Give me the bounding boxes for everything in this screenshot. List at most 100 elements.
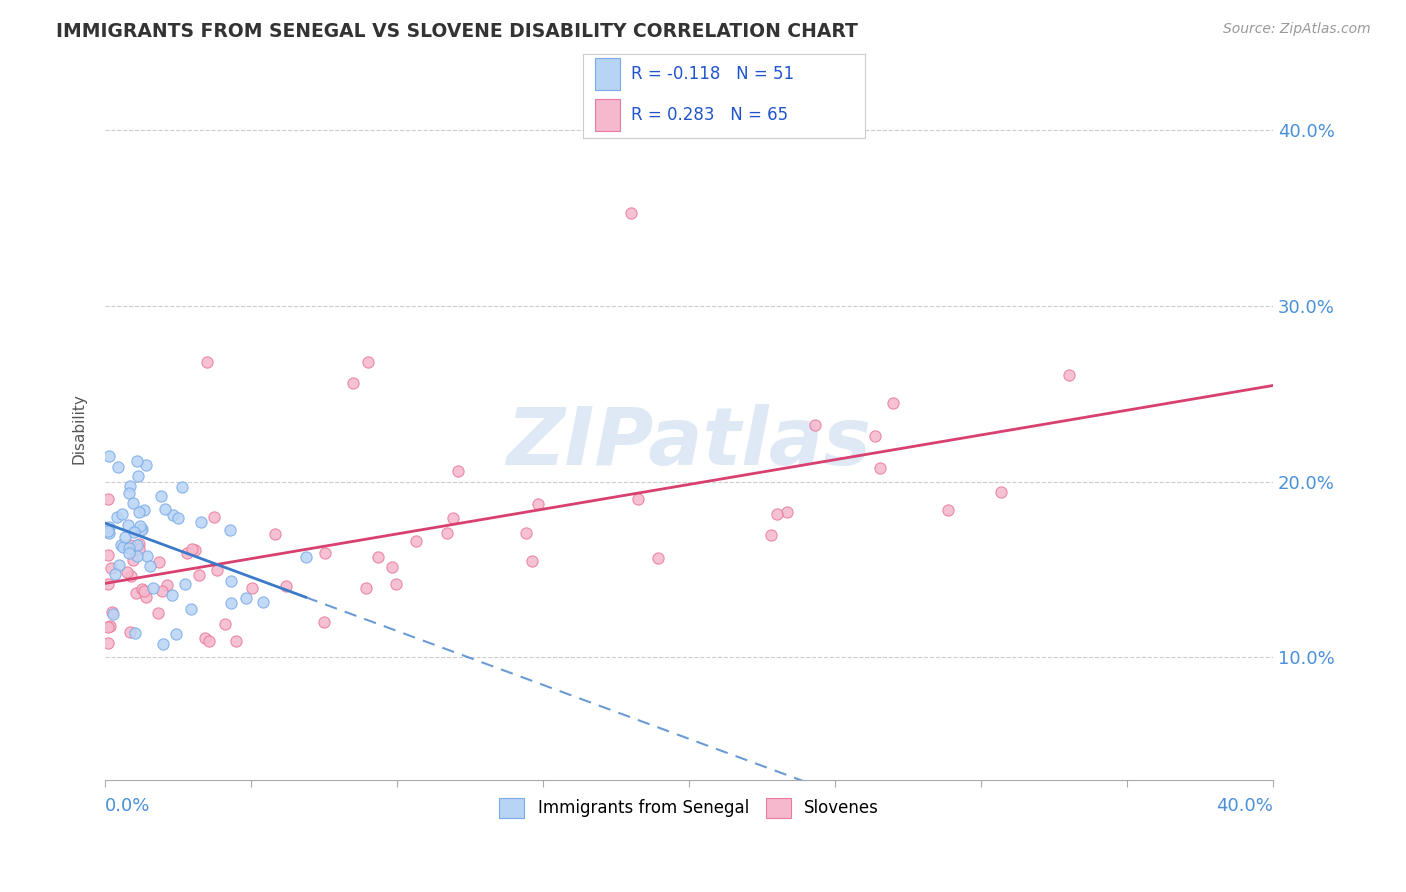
Point xyxy=(120,569,142,583)
Point xyxy=(118,625,141,640)
Point xyxy=(354,581,377,595)
Text: IMMIGRANTS FROM SENEGAL VS SLOVENE DISABILITY CORRELATION CHART: IMMIGRANTS FROM SENEGAL VS SLOVENE DISAB… xyxy=(56,22,858,41)
Point xyxy=(125,549,148,563)
Point xyxy=(294,549,316,564)
Point xyxy=(276,579,298,593)
Point xyxy=(132,503,155,517)
Text: ZIPatlas: ZIPatlas xyxy=(506,404,872,482)
Point xyxy=(936,503,959,517)
Point xyxy=(98,449,121,463)
Point xyxy=(105,510,128,524)
Point xyxy=(100,561,122,575)
Point xyxy=(194,631,217,645)
Point xyxy=(117,518,139,533)
Point xyxy=(195,355,218,369)
Point xyxy=(124,625,146,640)
Point xyxy=(342,376,364,391)
Point xyxy=(522,554,544,568)
FancyBboxPatch shape xyxy=(595,99,620,131)
Point xyxy=(190,515,212,529)
Point xyxy=(146,607,169,621)
Point xyxy=(173,576,195,591)
Point xyxy=(127,453,149,467)
Point xyxy=(118,546,141,560)
Point xyxy=(205,563,228,577)
Text: Source: ZipAtlas.com: Source: ZipAtlas.com xyxy=(1223,22,1371,37)
Point xyxy=(181,541,204,556)
Point xyxy=(381,560,404,574)
Point xyxy=(436,525,458,540)
Point xyxy=(804,417,827,432)
Point xyxy=(647,551,669,566)
Point xyxy=(97,548,120,562)
Point xyxy=(264,527,287,541)
Point xyxy=(110,538,132,552)
Point xyxy=(150,489,173,503)
Y-axis label: Disability: Disability xyxy=(72,393,86,465)
Point xyxy=(165,627,187,641)
Point xyxy=(869,460,891,475)
Point xyxy=(240,581,263,595)
Point xyxy=(357,355,380,369)
Point xyxy=(162,508,184,522)
Text: 40.0%: 40.0% xyxy=(1216,797,1272,815)
Point xyxy=(252,595,274,609)
Point xyxy=(131,523,153,537)
Point xyxy=(118,486,141,500)
Point xyxy=(135,458,157,472)
Point xyxy=(97,526,120,541)
Point xyxy=(148,555,170,569)
Text: R = 0.283   N = 65: R = 0.283 N = 65 xyxy=(631,106,789,124)
Point xyxy=(620,205,643,219)
Point xyxy=(447,464,470,478)
Point xyxy=(776,505,799,519)
Point xyxy=(97,620,120,634)
Point xyxy=(225,634,247,648)
Point xyxy=(125,537,148,551)
Point xyxy=(187,567,209,582)
Point xyxy=(367,550,389,565)
Point xyxy=(128,541,150,556)
Point xyxy=(153,501,176,516)
Point xyxy=(128,505,150,519)
Point xyxy=(882,395,904,409)
Point xyxy=(142,581,165,595)
Point xyxy=(990,485,1012,500)
Point xyxy=(107,459,129,474)
Point xyxy=(202,510,225,524)
Point xyxy=(97,636,120,650)
Point xyxy=(312,615,335,629)
Point xyxy=(138,558,160,573)
FancyBboxPatch shape xyxy=(595,58,620,90)
Point xyxy=(863,428,886,442)
Point xyxy=(131,582,153,596)
Text: 0.0%: 0.0% xyxy=(105,797,150,815)
Point xyxy=(111,541,134,555)
Point xyxy=(198,634,221,648)
Point xyxy=(114,530,136,544)
Point xyxy=(104,566,127,581)
Point xyxy=(101,606,124,620)
Point xyxy=(97,520,120,534)
Point xyxy=(127,468,149,483)
Point xyxy=(219,596,242,610)
Point xyxy=(515,525,537,540)
Point xyxy=(111,508,134,522)
Point xyxy=(135,590,157,604)
Point xyxy=(97,492,120,507)
Point xyxy=(314,546,336,560)
Point xyxy=(167,511,190,525)
Point xyxy=(118,538,141,552)
Point xyxy=(235,591,257,605)
Point xyxy=(218,523,240,537)
Point xyxy=(759,528,782,542)
Point xyxy=(122,552,145,566)
Point xyxy=(527,497,550,511)
Point xyxy=(125,586,148,600)
Point xyxy=(156,578,179,592)
Point xyxy=(97,524,120,539)
Point xyxy=(176,546,198,560)
Point xyxy=(441,511,464,525)
Point xyxy=(129,518,152,533)
Point xyxy=(101,607,124,622)
